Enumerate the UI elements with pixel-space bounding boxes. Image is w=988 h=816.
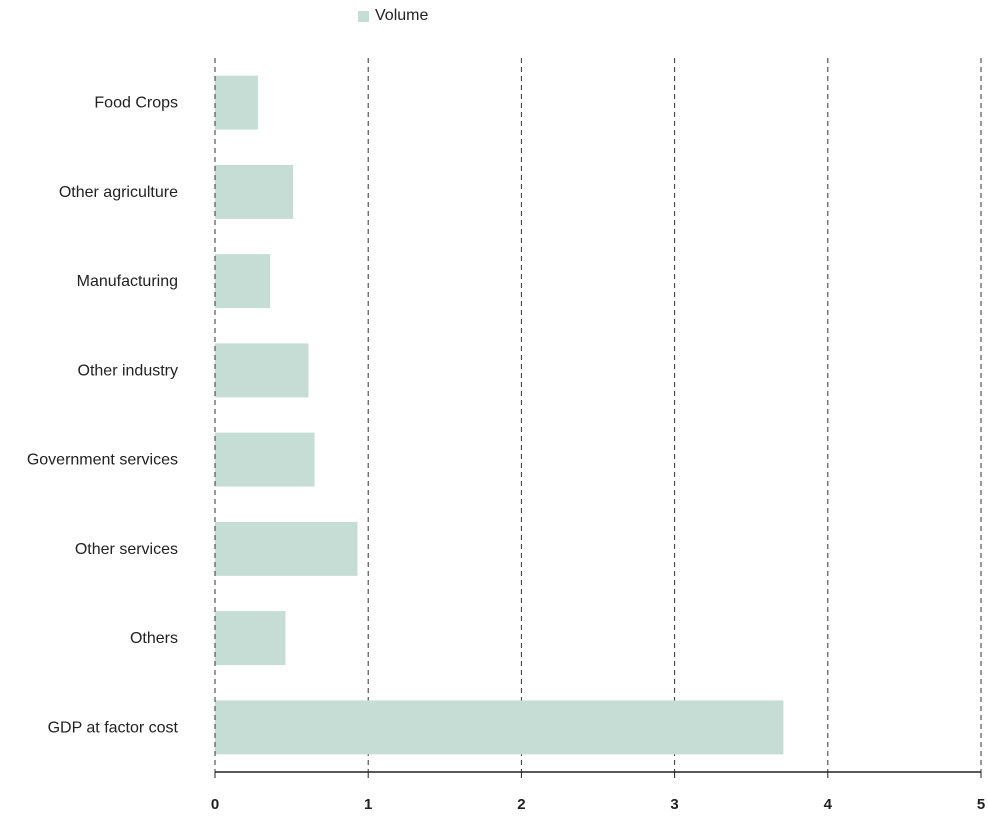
category-label: Other industry: [78, 362, 178, 379]
x-tick-label: 1: [364, 796, 372, 813]
bar: [215, 521, 358, 576]
category-label: GDP at factor cost: [48, 719, 179, 736]
x-tick-label: 2: [517, 796, 525, 813]
bar: [215, 700, 784, 755]
category-label: Other agriculture: [59, 184, 178, 201]
bar: [215, 164, 294, 219]
category-label: Government services: [27, 452, 178, 469]
category-label: Manufacturing: [77, 273, 178, 290]
x-tick-label: 0: [211, 796, 219, 813]
legend: Volume: [358, 7, 428, 25]
x-tick-label: 5: [977, 796, 985, 813]
bar: [215, 432, 315, 487]
x-tick-label: 4: [824, 796, 833, 813]
x-tick-label: 3: [670, 796, 678, 813]
bar: [215, 343, 309, 398]
legend-label: Volume: [375, 7, 429, 24]
legend-swatch: [358, 10, 369, 22]
bar: [215, 75, 258, 130]
category-label: Other services: [75, 541, 178, 558]
bar: [215, 611, 286, 666]
category-label: Others: [130, 630, 178, 647]
category-label: Food Crops: [94, 95, 178, 112]
bar: [215, 254, 271, 309]
